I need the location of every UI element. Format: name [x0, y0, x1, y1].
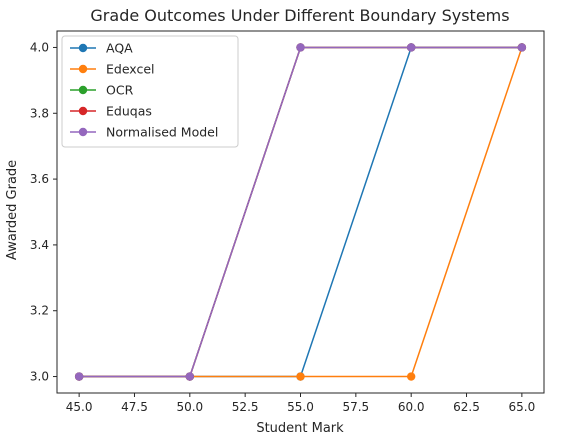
legend-item-edexcel: Edexcel: [70, 62, 155, 77]
y-axis-label: Awarded Grade: [5, 160, 20, 260]
data-point-normalised-model: [296, 43, 305, 52]
x-axis-label: Student Mark: [256, 421, 344, 436]
legend-box: [61, 35, 239, 148]
y-tick-label: 4.0: [30, 40, 49, 54]
chart-title: Grade Outcomes Under Different Boundary …: [90, 6, 509, 25]
legend-item-normalised-model: Normalised Model: [70, 125, 218, 140]
legend-swatch-marker: [78, 64, 88, 74]
legend-item-aqa: AQA: [70, 41, 133, 56]
legend-label: Normalised Model: [106, 125, 218, 140]
data-point-normalised-model: [74, 372, 84, 381]
y-tick-label: 3.4: [30, 238, 49, 252]
legend-swatch-marker: [78, 43, 88, 53]
x-tick-label: 55.0: [287, 400, 314, 414]
y-tick-label: 3.6: [30, 172, 49, 186]
y-tick-label: 3.2: [30, 304, 49, 318]
legend-swatch-marker: [78, 127, 88, 137]
y-tick-label: 3.0: [30, 370, 49, 384]
legend-item-eduqas: Eduqas: [70, 104, 152, 119]
x-tick-label: 52.5: [232, 400, 259, 414]
x-tick-label: 65.0: [509, 400, 536, 414]
legend-label: OCR: [106, 83, 134, 98]
legend-label: Edexcel: [106, 62, 155, 77]
data-point-edexcel: [296, 372, 305, 381]
data-point-normalised-model: [517, 43, 527, 52]
data-point-normalised-model: [406, 43, 416, 52]
x-axis: 45.0 47.5 50.0 52.5 55.0 57.5 60.0 62.5 65.0: [66, 393, 535, 414]
legend: AQA Edexcel OCR Eduqas Normalised Model: [61, 35, 239, 148]
plot-area: [74, 43, 527, 381]
x-tick-label: 47.5: [121, 400, 148, 414]
x-tick-label: 60.0: [398, 400, 425, 414]
legend-label: AQA: [106, 41, 133, 56]
y-axis: 3.0 3.2 3.4 3.6 3.8 4.0: [30, 40, 57, 384]
series-normalised-model: [74, 43, 527, 381]
y-tick-label: 3.8: [30, 106, 49, 120]
legend-swatch-marker: [78, 85, 88, 95]
legend-swatch-marker: [78, 106, 88, 116]
x-tick-label: 45.0: [66, 400, 93, 414]
x-tick-label: 62.5: [453, 400, 480, 414]
legend-label: Eduqas: [106, 104, 152, 119]
data-point-edexcel: [406, 372, 416, 381]
legend-item-ocr: OCR: [70, 83, 134, 98]
x-tick-label: 50.0: [176, 400, 203, 414]
data-point-normalised-model: [185, 372, 195, 381]
x-tick-label: 57.5: [342, 400, 369, 414]
